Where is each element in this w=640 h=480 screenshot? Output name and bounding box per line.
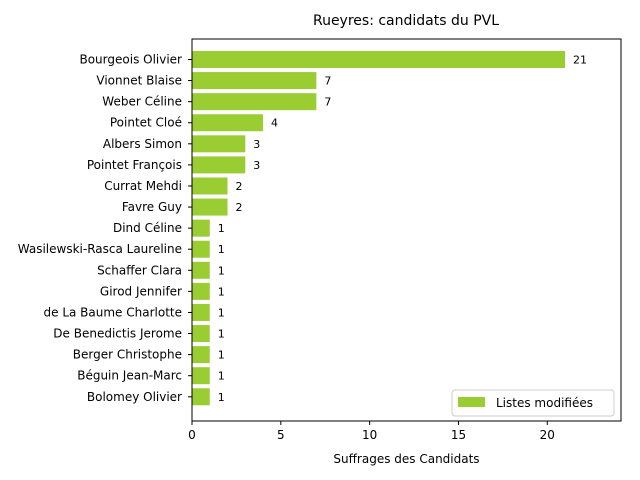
y-tick-label: Pointet François bbox=[87, 158, 182, 172]
x-tick-label: 0 bbox=[188, 428, 196, 442]
y-tick-label: Wasilewski-Rasca Laureline bbox=[18, 242, 182, 256]
bar-value-label: 1 bbox=[218, 370, 225, 383]
bar bbox=[192, 282, 210, 300]
bar bbox=[192, 156, 246, 174]
y-tick-label: Albers Simon bbox=[103, 137, 182, 151]
y-tick-label: Schaffer Clara bbox=[97, 263, 182, 277]
y-tick-label: Berger Christophe bbox=[73, 348, 182, 362]
legend-frame bbox=[451, 389, 615, 417]
y-tick-label: Dind Céline bbox=[113, 221, 182, 235]
bar bbox=[192, 177, 228, 195]
x-tick-label: 5 bbox=[277, 428, 285, 442]
y-tick-label: Béguin Jean-Marc bbox=[77, 369, 182, 383]
bar-value-label: 1 bbox=[218, 222, 225, 235]
bar-value-label: 7 bbox=[324, 96, 331, 109]
y-tick-label: Bourgeois Olivier bbox=[79, 53, 182, 67]
bar bbox=[192, 367, 210, 385]
bar-value-label: 1 bbox=[218, 328, 225, 341]
bar bbox=[192, 240, 210, 258]
bar bbox=[192, 346, 210, 364]
y-tick-label: de La Baume Charlotte bbox=[44, 305, 183, 319]
bar bbox=[192, 93, 317, 111]
legend: Listes modifiées bbox=[451, 389, 615, 417]
legend-label: Listes modifiées bbox=[496, 396, 593, 410]
bar bbox=[192, 72, 317, 90]
x-tick-label: 20 bbox=[540, 428, 555, 442]
bar-value-label: 2 bbox=[236, 180, 243, 193]
y-tick-label: Favre Guy bbox=[122, 200, 182, 214]
y-tick-label: Girod Jennifer bbox=[100, 284, 182, 298]
bar-value-label: 2 bbox=[236, 201, 243, 214]
bar-value-label: 1 bbox=[218, 285, 225, 298]
bar bbox=[192, 114, 264, 132]
bar-value-label: 1 bbox=[218, 243, 225, 256]
x-axis-label: Suffrages des Candidats bbox=[333, 452, 479, 466]
bar-value-label: 3 bbox=[253, 138, 260, 151]
bar bbox=[192, 198, 228, 216]
bar bbox=[192, 51, 566, 68]
bar bbox=[192, 325, 210, 343]
chart-title: Rueyres: candidats du PVL bbox=[313, 13, 499, 29]
x-axis-ticks: 0 5 10 15 20 bbox=[188, 421, 555, 442]
y-tick-label: De Benedictis Jerome bbox=[53, 327, 182, 341]
bars-group bbox=[192, 51, 566, 406]
legend-swatch bbox=[458, 397, 485, 407]
bar bbox=[192, 388, 210, 406]
y-tick-label: Weber Céline bbox=[102, 95, 182, 109]
bar bbox=[192, 135, 246, 153]
x-tick-label: 15 bbox=[451, 428, 466, 442]
x-tick-label: 10 bbox=[362, 428, 377, 442]
bar-value-label: 1 bbox=[218, 306, 225, 319]
bar-value-label: 1 bbox=[218, 391, 225, 404]
y-tick-label: Currat Mehdi bbox=[104, 179, 182, 193]
bar-value-label: 4 bbox=[271, 117, 278, 130]
bar bbox=[192, 303, 210, 321]
bar-value-label: 7 bbox=[324, 75, 331, 88]
bar-value-label: 3 bbox=[253, 159, 260, 172]
plot-frame bbox=[191, 38, 622, 422]
bar bbox=[192, 219, 210, 237]
y-tick-label: Bolomey Olivier bbox=[87, 390, 182, 404]
y-axis-ticks: Bourgeois Olivier Vionnet Blaise Weber Cél… bbox=[18, 53, 192, 404]
bar-value-label: 21 bbox=[573, 54, 587, 67]
bar bbox=[192, 261, 210, 279]
bar-value-label: 1 bbox=[218, 264, 225, 277]
y-tick-label: Vionnet Blaise bbox=[96, 74, 182, 88]
y-tick-label: Pointet Cloé bbox=[110, 116, 182, 130]
bar-value-label: 1 bbox=[218, 349, 225, 362]
